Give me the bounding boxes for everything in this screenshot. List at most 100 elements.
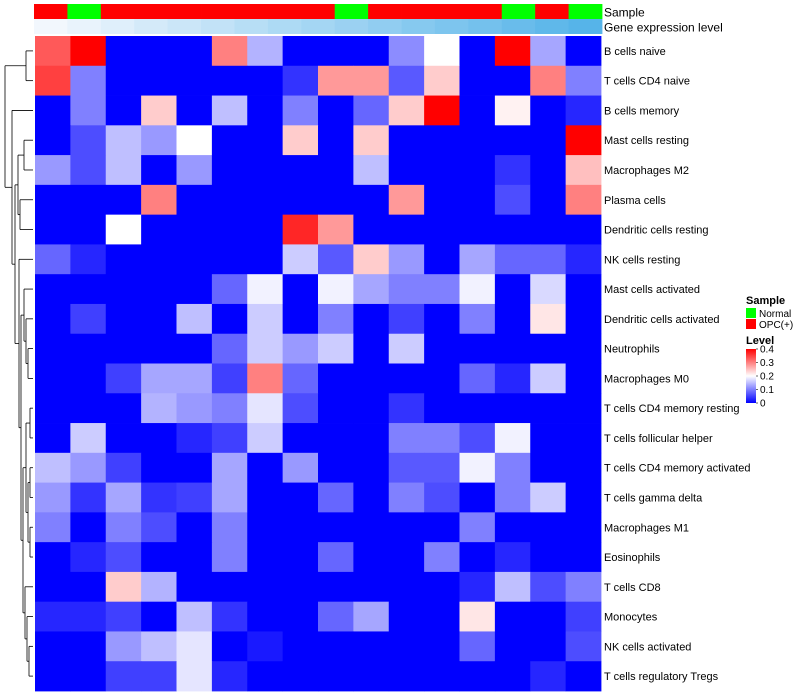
heatmap-cell bbox=[459, 95, 496, 126]
heatmap-cell bbox=[247, 363, 284, 394]
row-label: Plasma cells bbox=[604, 195, 666, 207]
heatmap-cell bbox=[565, 95, 602, 126]
heatmap-cell bbox=[565, 184, 602, 216]
heatmap-cell bbox=[141, 214, 177, 245]
heatmap-cell bbox=[70, 363, 107, 394]
gene-level-anno-cell bbox=[468, 19, 503, 34]
heatmap-cell bbox=[388, 95, 425, 126]
heatmap-cell bbox=[565, 542, 602, 573]
heatmap-cell bbox=[141, 452, 177, 483]
gene-level-anno-cell bbox=[201, 19, 235, 34]
heatmap-cell bbox=[105, 303, 142, 335]
heatmap-cell bbox=[459, 601, 496, 632]
heatmap-cell bbox=[565, 303, 602, 335]
level-legend-title: Level bbox=[746, 335, 774, 347]
heatmap-cell bbox=[530, 125, 567, 156]
row-label: Macrophages M0 bbox=[604, 373, 689, 385]
heatmap-cell bbox=[176, 274, 213, 305]
heatmap-cell bbox=[388, 333, 425, 364]
sample-anno-cell bbox=[334, 4, 369, 19]
heatmap-cell bbox=[565, 423, 602, 454]
heatmap-cell bbox=[141, 125, 177, 156]
heatmap-cell bbox=[494, 571, 531, 603]
heatmap-cell bbox=[105, 95, 142, 126]
row-label: NK cells activated bbox=[604, 641, 691, 653]
gene-level-anno-cell bbox=[434, 19, 469, 34]
heatmap-cell bbox=[105, 184, 142, 216]
heatmap-cell bbox=[388, 184, 425, 216]
heatmap-cell bbox=[70, 303, 107, 335]
row-label: T cells follicular helper bbox=[604, 433, 713, 445]
heatmap-cell bbox=[530, 601, 567, 632]
sample-anno-cell bbox=[568, 4, 603, 19]
heatmap-cell bbox=[70, 333, 107, 364]
sample-anno-cell bbox=[368, 4, 402, 19]
heatmap-cell bbox=[105, 542, 142, 573]
heatmap-cell bbox=[70, 661, 107, 692]
sample-anno-cell bbox=[167, 4, 202, 19]
heatmap-cell bbox=[424, 184, 460, 216]
heatmap-cell bbox=[247, 274, 284, 305]
heatmap-cell bbox=[530, 333, 567, 364]
heatmap-cell bbox=[388, 601, 425, 632]
heatmap-cell bbox=[211, 184, 248, 216]
heatmap-cells bbox=[35, 36, 602, 692]
heatmap-cell bbox=[176, 542, 213, 573]
heatmap-cell bbox=[353, 244, 390, 275]
heatmap-cell bbox=[176, 393, 213, 424]
heatmap-cell bbox=[424, 393, 460, 424]
sample-anno-cell bbox=[234, 4, 269, 19]
heatmap-cell bbox=[176, 214, 213, 245]
heatmap-cell bbox=[388, 155, 425, 186]
heatmap-cell bbox=[105, 631, 142, 662]
heatmap-cell bbox=[459, 423, 496, 454]
heatmap-cell bbox=[176, 244, 213, 275]
heatmap-cell bbox=[211, 661, 248, 692]
gene-level-anno-cell bbox=[334, 19, 369, 34]
heatmap-cell bbox=[105, 333, 142, 364]
heatmap-cell bbox=[247, 303, 284, 335]
heatmap-cell bbox=[530, 65, 567, 96]
heatmap-cell bbox=[247, 482, 284, 513]
heatmap-cell bbox=[353, 601, 390, 632]
heatmap-cell bbox=[282, 274, 319, 305]
row-label: Macrophages M2 bbox=[604, 165, 689, 177]
heatmap-cell bbox=[424, 333, 460, 364]
heatmap-cell bbox=[388, 214, 425, 245]
heatmap-cell bbox=[176, 631, 213, 662]
heatmap-cell bbox=[35, 333, 71, 364]
heatmap-cell bbox=[211, 542, 248, 573]
heatmap-cell bbox=[565, 244, 602, 275]
heatmap-cell bbox=[211, 333, 248, 364]
heatmap-cell bbox=[459, 571, 496, 603]
heatmap-cell bbox=[35, 303, 71, 335]
heatmap-cell bbox=[282, 452, 319, 483]
sample-legend-title: Sample bbox=[746, 295, 785, 307]
heatmap-cell bbox=[247, 542, 284, 573]
heatmap-cell bbox=[141, 542, 177, 573]
heatmap-cell bbox=[211, 601, 248, 632]
heatmap-cell bbox=[176, 125, 213, 156]
heatmap-cell bbox=[282, 601, 319, 632]
gene-level-anno-cell bbox=[267, 19, 302, 34]
heatmap-cell bbox=[35, 542, 71, 573]
heatmap-cell bbox=[247, 155, 284, 186]
gene-expression-annotation-label: Gene expression level bbox=[604, 21, 723, 35]
sample-anno-cell bbox=[501, 4, 536, 19]
row-label: T cells CD4 memory resting bbox=[604, 403, 740, 415]
heatmap-cell bbox=[459, 482, 496, 513]
heatmap-cell bbox=[247, 452, 284, 483]
heatmap-cell bbox=[141, 363, 177, 394]
heatmap-cell bbox=[211, 571, 248, 603]
heatmap-cell bbox=[35, 393, 71, 424]
heatmap-cell bbox=[494, 244, 531, 275]
heatmap-cell bbox=[424, 125, 460, 156]
heatmap-cell bbox=[35, 363, 71, 394]
heatmap-cell bbox=[105, 601, 142, 632]
heatmap-cell bbox=[353, 36, 390, 67]
row-label: Dendritic cells activated bbox=[604, 314, 720, 326]
heatmap-cell bbox=[494, 274, 531, 305]
heatmap-cell bbox=[459, 303, 496, 335]
heatmap-cell bbox=[211, 95, 248, 126]
